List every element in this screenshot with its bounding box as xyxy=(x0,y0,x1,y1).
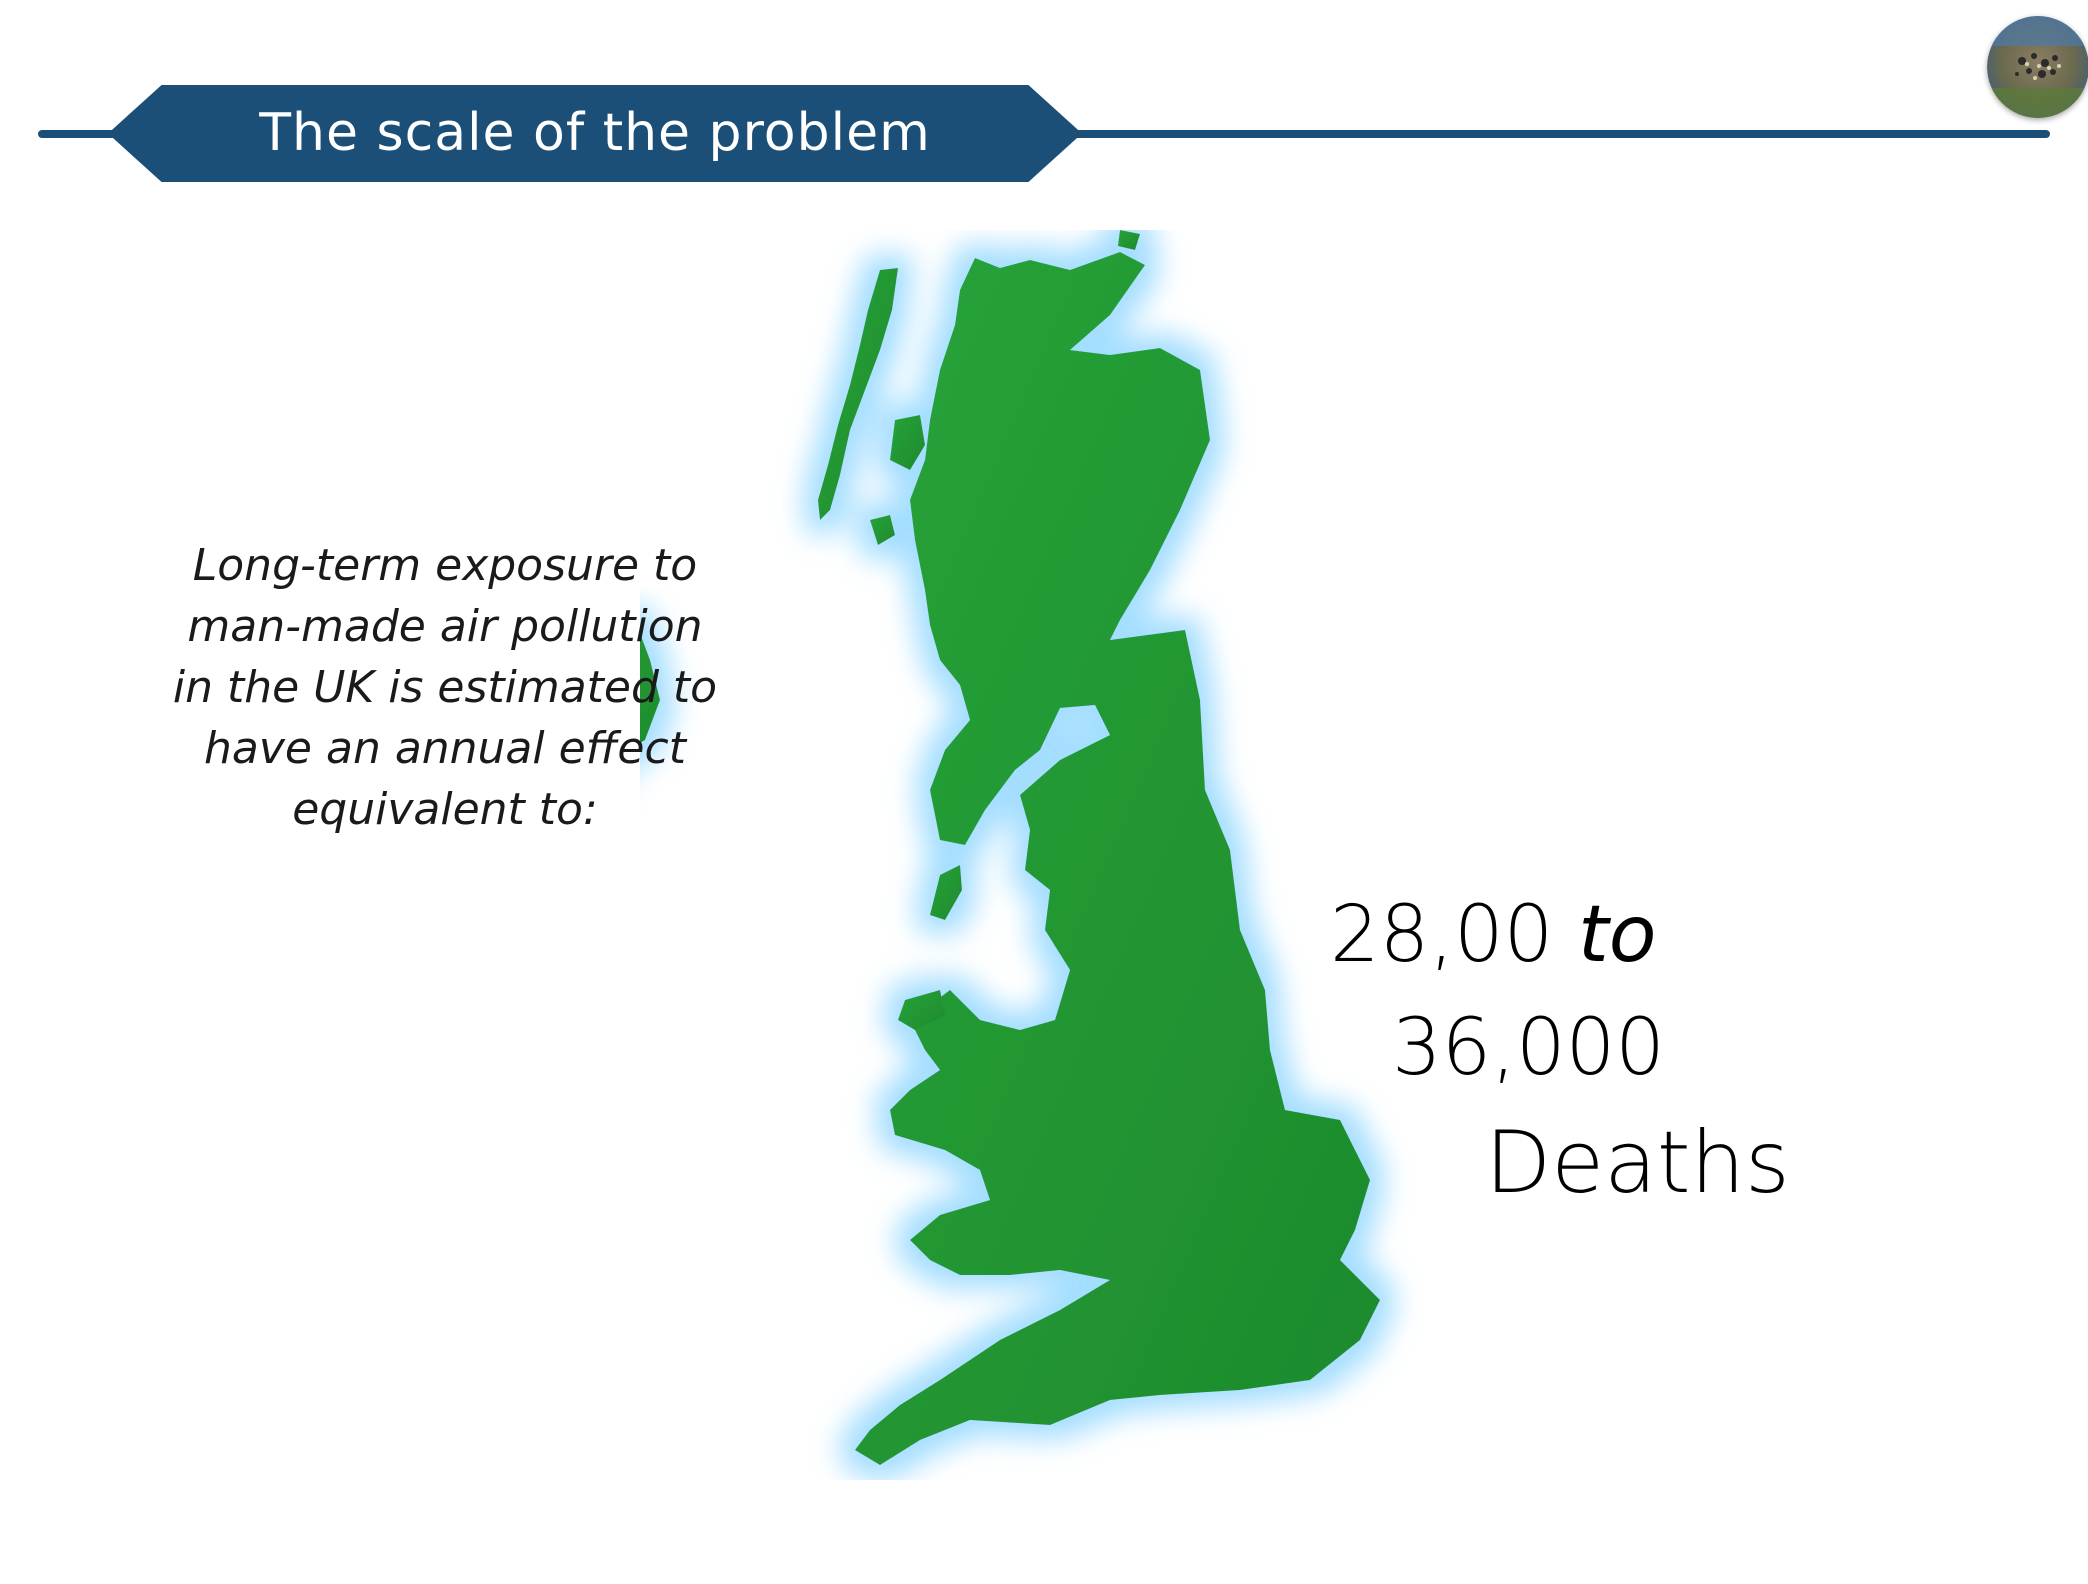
stat-from: 28,00 xyxy=(1330,890,1554,980)
page-title: The scale of the problem xyxy=(259,103,931,163)
stat-connector: to xyxy=(1578,890,1657,980)
intro-text: Long-term exposure to man-made air pollu… xyxy=(150,535,740,840)
stat-to: 36,000 xyxy=(1392,1003,1665,1093)
intro-line: Long-term exposure to xyxy=(192,540,698,591)
stat-range-start: 28,00 to xyxy=(1330,890,1656,980)
intro-line: equivalent to: xyxy=(292,784,598,835)
uk-map-icon xyxy=(640,230,1380,1465)
air-pollution-photo-icon xyxy=(1987,16,2088,118)
intro-line: man-made air pollution xyxy=(187,601,703,652)
intro-line: in the UK is estimated to xyxy=(172,662,718,713)
intro-line: have an annual effect xyxy=(204,723,686,774)
title-banner xyxy=(108,85,1082,182)
stat-unit: Deaths xyxy=(1485,1113,1790,1213)
